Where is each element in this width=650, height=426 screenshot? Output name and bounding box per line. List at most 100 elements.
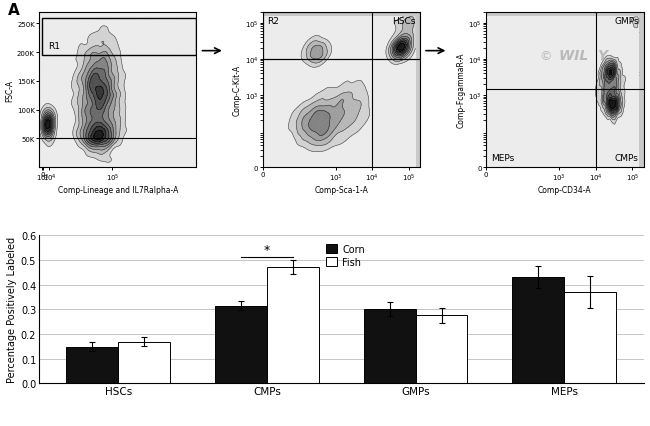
Point — [295, 147, 306, 153]
Point — [607, 81, 618, 87]
Point — [361, 108, 371, 115]
Point — [46, 106, 56, 113]
Point — [98, 148, 109, 155]
Point — [304, 124, 315, 130]
Point — [309, 115, 320, 122]
Point — [404, 27, 415, 34]
Point — [316, 127, 326, 134]
Point — [101, 48, 112, 55]
Point — [85, 79, 96, 86]
Point — [343, 101, 354, 108]
Point — [335, 130, 345, 137]
Point — [597, 96, 607, 103]
Point — [395, 45, 405, 52]
Point — [90, 127, 101, 134]
Point — [604, 114, 614, 121]
Point — [66, 108, 77, 115]
Point — [616, 98, 627, 105]
Point — [114, 92, 124, 99]
Point — [90, 11, 100, 17]
Point — [604, 101, 615, 108]
Point — [608, 84, 619, 91]
Point — [586, 82, 596, 89]
Point — [581, 83, 592, 89]
Point — [604, 92, 614, 98]
Point — [608, 95, 619, 101]
Point — [302, 46, 312, 53]
Point — [298, 139, 309, 146]
Point — [614, 72, 625, 78]
Point — [129, 118, 140, 125]
Point — [96, 72, 107, 79]
Point — [611, 110, 621, 117]
Point — [333, 98, 343, 105]
Point — [314, 137, 324, 144]
Point — [609, 87, 619, 94]
Point — [311, 37, 321, 44]
Point — [45, 132, 55, 139]
Point — [618, 111, 628, 118]
Point — [398, 44, 408, 51]
Point — [120, 114, 130, 121]
Point — [93, 49, 103, 56]
Point — [101, 96, 111, 103]
Point — [600, 73, 610, 80]
Point — [346, 62, 357, 69]
Point — [96, 67, 107, 74]
Point — [608, 93, 619, 100]
Point — [390, 58, 400, 65]
Point — [281, 126, 292, 132]
Point — [90, 86, 101, 93]
Point — [309, 52, 319, 59]
Point — [619, 95, 629, 102]
Point — [77, 138, 87, 145]
Point — [99, 140, 109, 147]
Point — [597, 78, 608, 84]
Point — [592, 17, 602, 24]
Point — [396, 46, 406, 53]
Point — [75, 99, 85, 106]
Point — [96, 141, 106, 147]
Point — [393, 51, 403, 58]
Point — [597, 80, 608, 86]
Point — [311, 132, 321, 138]
Point — [120, 130, 131, 137]
Point — [401, 37, 411, 43]
Point — [55, 51, 66, 58]
Point — [112, 74, 123, 81]
Point — [83, 86, 93, 93]
Point — [320, 111, 330, 118]
Point — [603, 104, 614, 111]
Point — [593, 60, 604, 67]
Point — [600, 54, 610, 61]
Point — [601, 98, 611, 104]
Point — [601, 80, 612, 87]
Point — [105, 79, 115, 86]
Point — [342, 95, 352, 102]
Point — [603, 73, 613, 80]
Point — [124, 104, 135, 111]
Point — [335, 98, 345, 104]
Point — [599, 98, 609, 104]
Point — [87, 90, 98, 97]
Point — [610, 101, 621, 108]
Point — [608, 33, 618, 40]
Point — [328, 40, 339, 46]
Point — [386, 20, 396, 26]
Point — [326, 131, 336, 138]
Point — [91, 118, 101, 125]
Point — [191, 108, 202, 115]
Point — [629, 26, 639, 32]
Point — [306, 118, 316, 124]
Point — [603, 69, 613, 76]
Point — [610, 97, 620, 104]
Point — [116, 73, 127, 80]
Point — [114, 118, 124, 124]
Point — [390, 50, 400, 57]
Point — [604, 105, 615, 112]
Point — [603, 77, 614, 83]
Point — [311, 107, 322, 114]
Point — [616, 112, 626, 118]
Point — [616, 109, 626, 116]
Point — [402, 34, 412, 40]
